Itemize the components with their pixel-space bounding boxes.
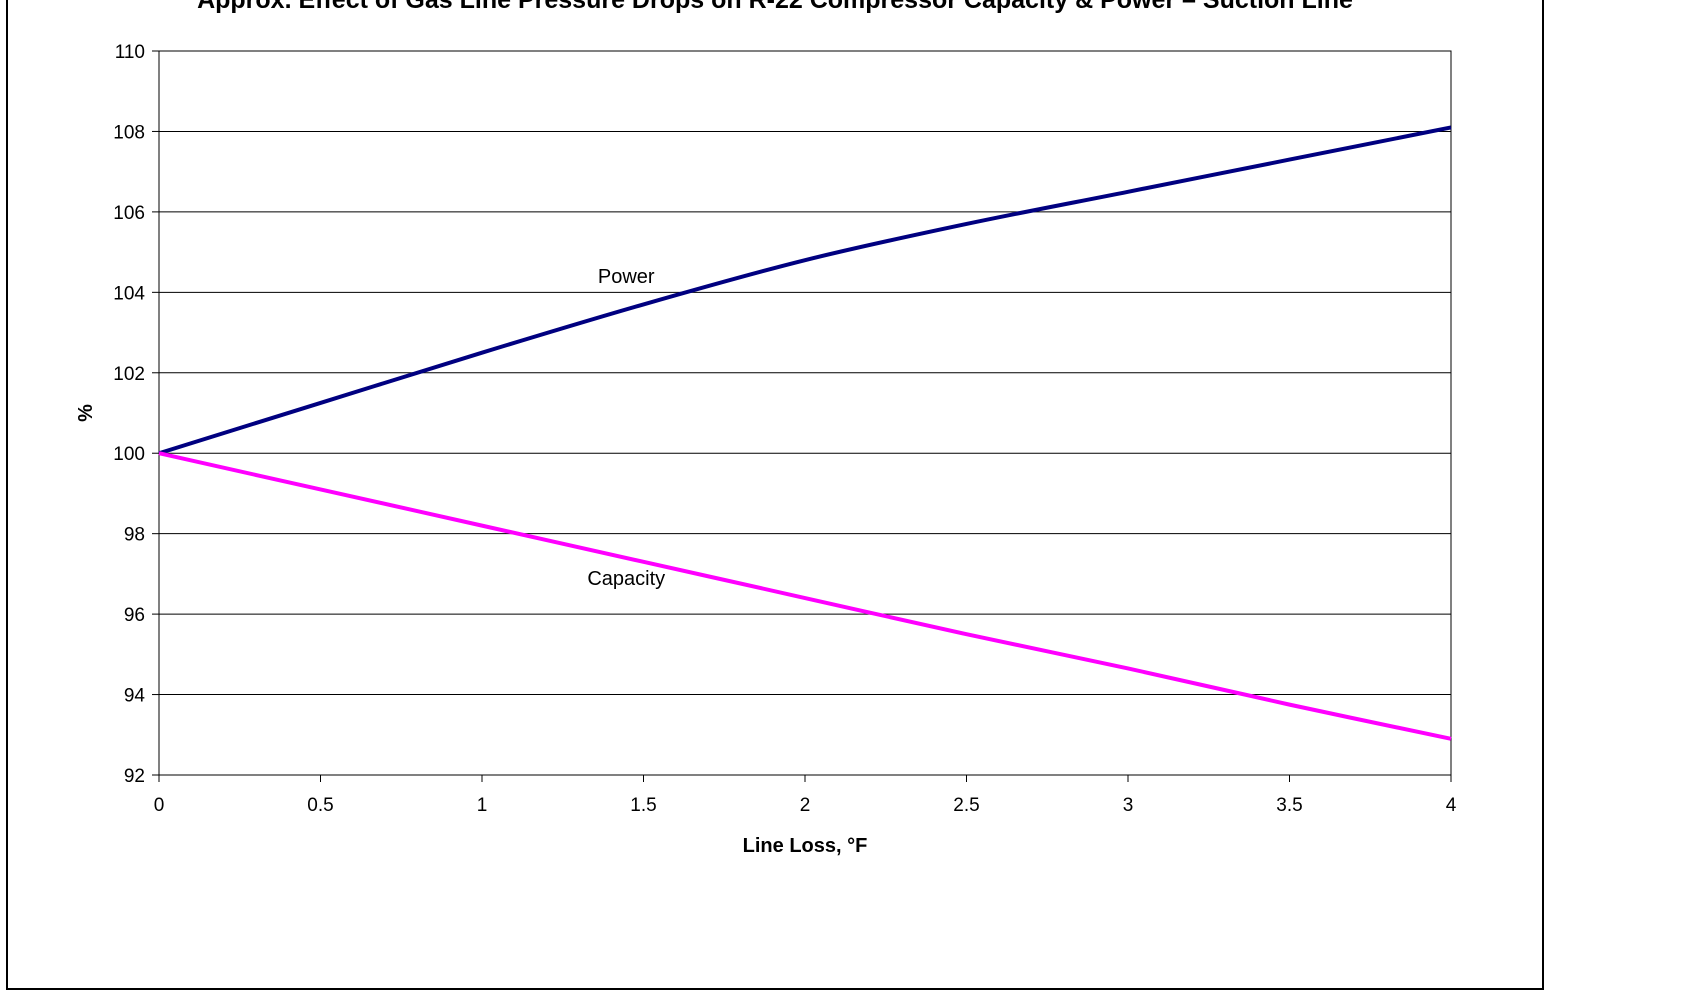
tick-labels: 92 94 96 98 100 102 104 106 108 110 0 0.5 1 1.5 2 2.5 3 3… [113,42,1456,816]
series-capacity-line [158,451,1452,741]
series-power-line [158,125,1452,456]
x-axis-title: Line Loss, °F [743,835,868,857]
gridlines [159,50,1451,776]
plot-border [158,50,1452,776]
y-tick-label: 108 [113,122,145,143]
x-tick-label: 2 [800,795,811,816]
y-tick-label: 106 [113,203,145,224]
x-tick-label: 1.5 [630,795,656,816]
chart-title: Approx. Effect of Gas Line Pressure Drop… [197,0,1353,14]
x-tick-label: 1 [477,795,488,816]
x-tick-label: 3.5 [1276,795,1302,816]
y-tick-label: 94 [124,686,146,707]
x-tick-label: 4 [1446,795,1457,816]
annotation-capacity: Capacity [587,568,665,590]
x-tick-label: 3 [1123,795,1134,816]
annotation-power: Power [598,266,655,288]
y-tick-label: 92 [124,766,145,787]
x-tick-label: 2.5 [953,795,979,816]
y-tick-label: 96 [124,605,145,626]
y-tick-label: 102 [113,364,145,385]
y-tick-label: 110 [115,42,145,63]
y-axis-title: % [75,404,97,422]
y-tick-label: 104 [113,283,145,304]
x-tick-label: 0.5 [307,795,333,816]
x-tick-label: 0 [154,795,165,816]
y-tick-label: 100 [113,444,145,465]
axes [152,50,1452,782]
y-tick-label: 98 [124,525,145,546]
annotations: Power Capacity [587,266,665,590]
line-chart: 92 94 96 98 100 102 104 106 108 110 0 0.5 1 1.5 2 2.5 3 3… [75,42,1457,857]
series-lines [158,125,1452,741]
